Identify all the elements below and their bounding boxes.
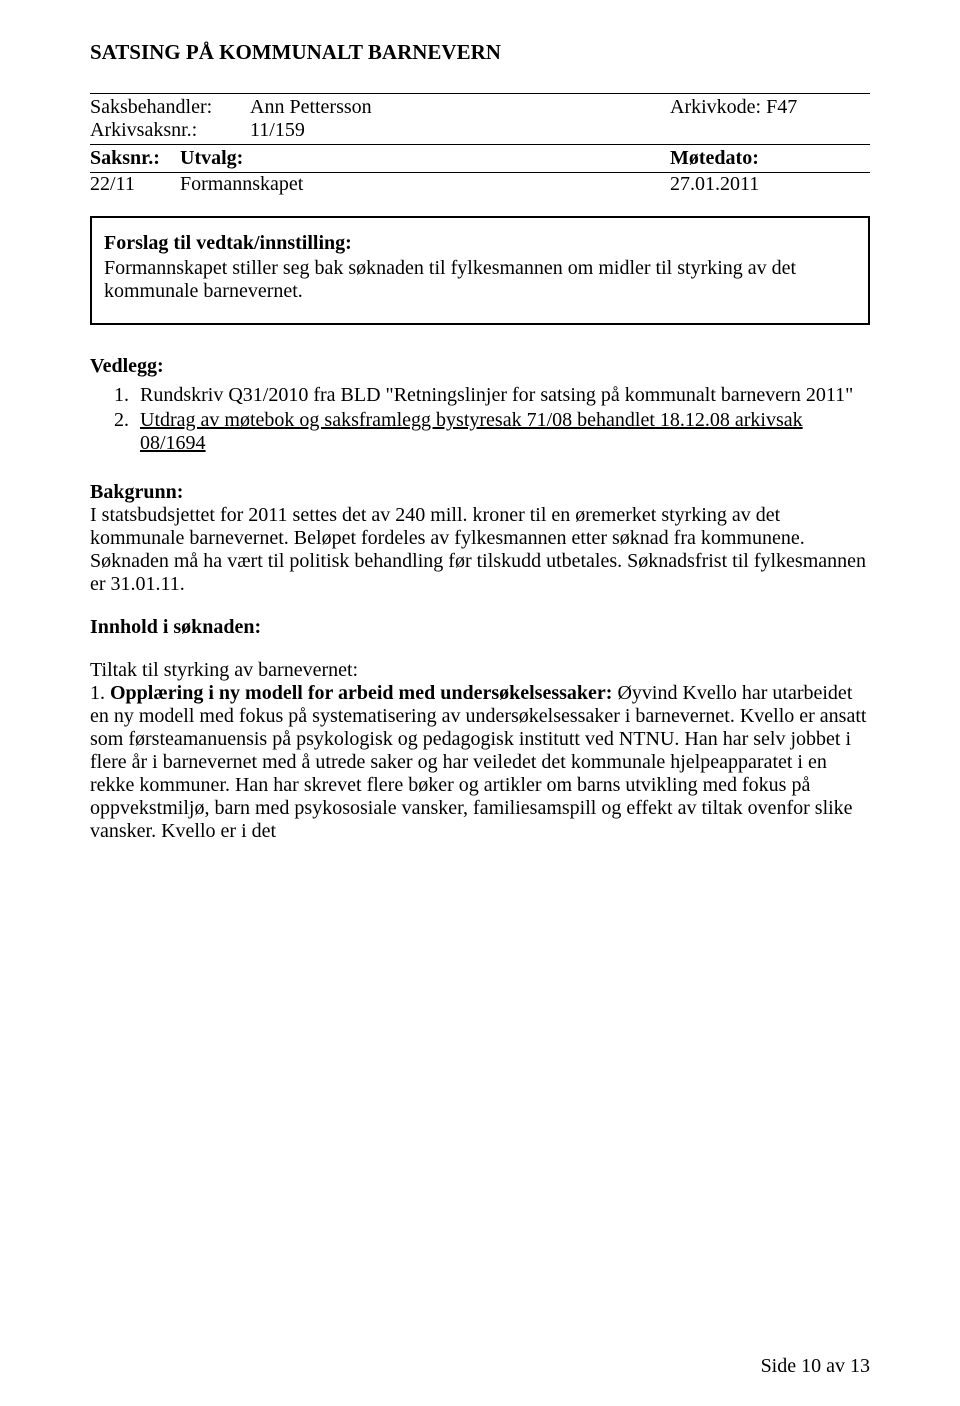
bakgrunn-body: I statsbudsjettet for 2011 settes det av…: [90, 504, 866, 595]
document-page: SATSING PÅ KOMMUNALT BARNEVERN Saksbehan…: [0, 0, 960, 1406]
meta-right-empty: [670, 119, 870, 142]
vedlegg-list: Rundskriv Q31/2010 fra BLD "Retningslinj…: [90, 384, 870, 455]
cell-motedato: 27.01.2011: [670, 173, 870, 196]
arkivsaksnr-value: 11/159: [250, 119, 670, 142]
tiltak-subheading: Tiltak til styrking av barnevernet:: [90, 659, 358, 681]
innhold-heading: Innhold i søknaden:: [90, 616, 870, 639]
arkivsaksnr-label: Arkivsaksnr.:: [90, 119, 250, 142]
arkivkode-label: Arkivkode: F47: [670, 96, 870, 119]
table-row: 22/11 Formannskapet 27.01.2011: [90, 173, 870, 196]
page-footer: Side 10 av 13: [761, 1355, 870, 1378]
cell-utvalg: Formannskapet: [180, 173, 670, 196]
header-utvalg: Utvalg:: [180, 147, 670, 170]
meta-row-saksbehandler: Saksbehandler: Ann Pettersson Arkivkode:…: [90, 96, 870, 119]
meta-row-arkivsaksnr: Arkivsaksnr.: 11/159: [90, 119, 870, 142]
cell-saksnr: 22/11: [90, 173, 180, 196]
meta-block: Saksbehandler: Ann Pettersson Arkivkode:…: [90, 93, 870, 145]
saksbehandler-value: Ann Pettersson: [250, 96, 670, 119]
proposal-heading: Forslag til vedtak/innstilling:: [104, 232, 856, 255]
header-motedato: Møtedato:: [670, 147, 870, 170]
bakgrunn-section: Bakgrunn: I statsbudsjettet for 2011 set…: [90, 481, 870, 596]
proposal-body: Formannskapet stiller seg bak søknaden t…: [104, 257, 856, 303]
proposal-box: Forslag til vedtak/innstilling: Formanns…: [90, 216, 870, 325]
vedlegg-heading: Vedlegg:: [90, 355, 870, 378]
innhold-body: Tiltak til styrking av barnevernet: 1. O…: [90, 659, 870, 843]
header-saksnr: Saksnr.:: [90, 147, 180, 170]
table-header-row: Saksnr.: Utvalg: Møtedato:: [90, 147, 870, 173]
saksbehandler-label: Saksbehandler:: [90, 96, 250, 119]
item-number: 1.: [90, 682, 110, 704]
item-bold-lead: Opplæring i ny modell for arbeid med und…: [110, 682, 612, 704]
item-rest: Øyvind Kvello har utarbeidet en ny model…: [90, 682, 866, 842]
list-item: Rundskriv Q31/2010 fra BLD "Retningslinj…: [134, 384, 870, 407]
list-item: Utdrag av møtebok og saksframlegg bystyr…: [134, 409, 870, 455]
page-title: SATSING PÅ KOMMUNALT BARNEVERN: [90, 40, 870, 65]
bakgrunn-heading: Bakgrunn:: [90, 481, 183, 503]
vedlegg-item-underlined: Utdrag av møtebok og saksframlegg bystyr…: [140, 409, 803, 454]
